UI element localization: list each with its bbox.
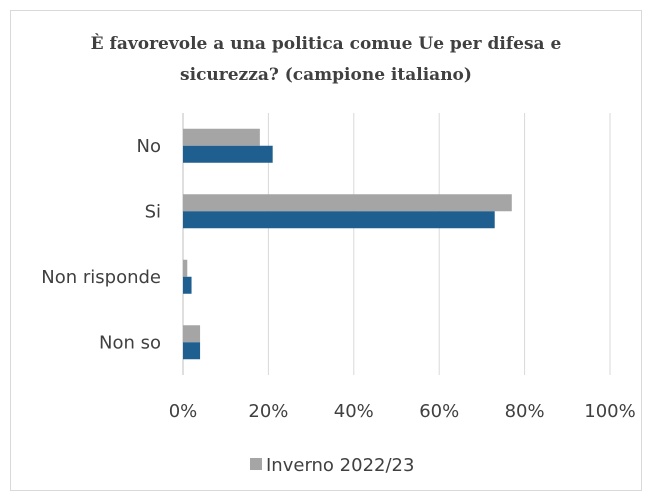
x-tick-label: 100% bbox=[584, 401, 635, 422]
category-label: Si bbox=[145, 201, 161, 222]
bar-series-1 bbox=[183, 128, 260, 146]
legend-swatch bbox=[250, 458, 262, 470]
x-tick-label: 40% bbox=[334, 401, 374, 422]
x-tick-labels: 0% 20% 40% 60% 80% 100% bbox=[169, 401, 636, 422]
category-label: No bbox=[137, 136, 161, 157]
category-label: Non so bbox=[99, 332, 161, 353]
category-labels: No Si Non risponde Non so bbox=[41, 136, 161, 354]
legend-label: Inverno 2022/23 bbox=[266, 455, 414, 476]
bar-series-2 bbox=[183, 145, 273, 163]
bar-series-2 bbox=[183, 211, 495, 229]
bar-series-1 bbox=[183, 194, 512, 212]
category-label: Non risponde bbox=[41, 267, 161, 288]
bar-series-2 bbox=[183, 342, 201, 360]
bar-series-1 bbox=[183, 259, 188, 277]
bars bbox=[183, 128, 512, 360]
bar-series-2 bbox=[183, 276, 192, 294]
x-tick-label: 20% bbox=[248, 401, 288, 422]
bar-series-1 bbox=[183, 325, 201, 343]
chart-title-line-1: È favorevole a una politica comue Ue per… bbox=[91, 33, 562, 54]
chart-title-line-2: sicurezza? (campione italiano) bbox=[180, 65, 472, 85]
x-tick-label: 80% bbox=[505, 401, 545, 422]
x-tick-label: 0% bbox=[169, 401, 198, 422]
chart-area bbox=[10, 10, 642, 491]
legend: Inverno 2022/23 bbox=[250, 455, 414, 476]
x-tick-label: 60% bbox=[419, 401, 459, 422]
